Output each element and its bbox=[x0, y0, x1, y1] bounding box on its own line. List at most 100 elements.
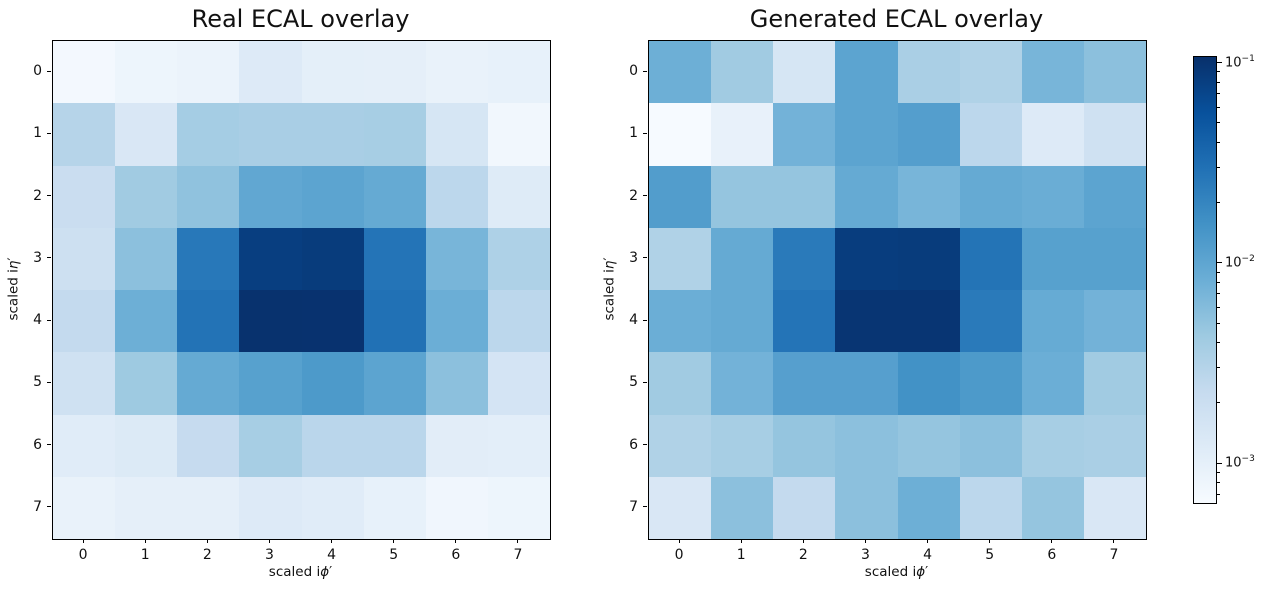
y-axis-label-generated: scaled iη′ bbox=[601, 257, 617, 320]
heatmap-cell bbox=[649, 103, 712, 166]
heatmap-cell bbox=[239, 290, 302, 353]
colorbar bbox=[1193, 56, 1217, 504]
colorbar-minor-tick bbox=[1217, 322, 1220, 324]
colorbar-tick-label: 10−3 bbox=[1225, 454, 1255, 471]
x-tick bbox=[82, 539, 84, 543]
y-tick-label: 5 bbox=[629, 374, 638, 391]
heatmap-cell bbox=[835, 227, 898, 290]
heatmap-cell bbox=[1021, 476, 1084, 539]
colorbar-minor-tick bbox=[1217, 81, 1220, 83]
y-tick-label: 2 bbox=[629, 187, 638, 204]
heatmap-cell bbox=[425, 352, 488, 415]
heatmap-cell bbox=[487, 165, 550, 228]
heatmap-cell bbox=[53, 476, 116, 539]
heatmap-cell bbox=[773, 103, 836, 166]
heatmap-cell bbox=[835, 414, 898, 477]
heatmap-cell bbox=[1083, 352, 1146, 415]
x-tick bbox=[331, 539, 333, 543]
x-tick bbox=[802, 539, 804, 543]
y-tick bbox=[47, 319, 51, 321]
colorbar-minor-tick bbox=[1217, 106, 1220, 108]
y-tick-label: 4 bbox=[629, 312, 638, 329]
heatmap-cell bbox=[649, 352, 712, 415]
x-tick bbox=[989, 539, 991, 543]
y-axis-label-real: scaled iη′ bbox=[5, 257, 21, 320]
heatmap-cell bbox=[301, 227, 364, 290]
heatmap-cell bbox=[649, 41, 712, 104]
colorbar-minor-tick bbox=[1217, 293, 1220, 295]
heatmap-cell bbox=[897, 41, 960, 104]
heatmap-cell bbox=[711, 103, 774, 166]
y-tick bbox=[47, 257, 51, 259]
y-tick-label: 0 bbox=[33, 63, 42, 80]
plot-title-real: Real ECAL overlay bbox=[191, 5, 410, 33]
y-tick bbox=[643, 195, 647, 197]
heatmap-cell bbox=[301, 165, 364, 228]
heatmap-cell bbox=[1021, 414, 1084, 477]
heatmap-cell bbox=[711, 41, 774, 104]
heatmap-cell bbox=[1083, 165, 1146, 228]
x-tick-label: 1 bbox=[140, 547, 150, 563]
colorbar-major-tick bbox=[1217, 262, 1222, 264]
x-tick bbox=[393, 539, 395, 543]
heatmap-cell bbox=[363, 352, 426, 415]
colorbar-minor-tick bbox=[1217, 202, 1220, 204]
heatmap-cell bbox=[649, 290, 712, 353]
heatmap-cell bbox=[649, 476, 712, 539]
heatmap-cell bbox=[959, 165, 1022, 228]
heatmap-cell bbox=[115, 41, 178, 104]
x-tick-label: 3 bbox=[860, 547, 870, 563]
heatmap-cell bbox=[1021, 290, 1084, 353]
heatmap-cell bbox=[897, 165, 960, 228]
x-tick bbox=[927, 539, 929, 543]
heatmap-cell bbox=[425, 165, 488, 228]
heatmap-cell bbox=[115, 227, 178, 290]
heatmap-cell bbox=[177, 352, 240, 415]
y-tick-label: 0 bbox=[629, 63, 638, 80]
heatmap-cell bbox=[773, 414, 836, 477]
heatmap-cell bbox=[53, 352, 116, 415]
x-tick bbox=[678, 539, 680, 543]
heatmap-cell bbox=[301, 41, 364, 104]
phi-symbol: ϕ bbox=[320, 564, 330, 580]
heatmap-cell bbox=[115, 165, 178, 228]
heatmap-cell bbox=[177, 414, 240, 477]
y-tick bbox=[47, 195, 51, 197]
heatmap-cell bbox=[835, 476, 898, 539]
heatmap-cell bbox=[425, 414, 488, 477]
x-tick-label: 4 bbox=[923, 547, 933, 563]
heatmap-cell bbox=[897, 227, 960, 290]
heatmap-cell bbox=[835, 352, 898, 415]
y-tick bbox=[47, 381, 51, 383]
heatmap-cell bbox=[773, 352, 836, 415]
x-tick-label: 1 bbox=[736, 547, 746, 563]
y-tick-label: 1 bbox=[629, 125, 638, 142]
heatmap-cell bbox=[711, 476, 774, 539]
y-tick bbox=[643, 132, 647, 134]
heatmap-cell bbox=[239, 352, 302, 415]
y-tick bbox=[643, 381, 647, 383]
heatmap-cell bbox=[1083, 227, 1146, 290]
heatmap-cell bbox=[301, 414, 364, 477]
colorbar-major-tick bbox=[1217, 462, 1222, 464]
heatmap-cell bbox=[487, 414, 550, 477]
heatmap-cell bbox=[1083, 41, 1146, 104]
heatmap-cell bbox=[487, 227, 550, 290]
heatmap-cell bbox=[363, 165, 426, 228]
heatmap-cell bbox=[363, 476, 426, 539]
heatmap-cell bbox=[177, 103, 240, 166]
heatmap-cell bbox=[1083, 290, 1146, 353]
heatmap-cell bbox=[835, 290, 898, 353]
x-tick-label: 5 bbox=[389, 547, 399, 563]
heatmap-cell bbox=[301, 352, 364, 415]
heatmap-cell bbox=[177, 290, 240, 353]
heatmap-cell bbox=[177, 165, 240, 228]
heatmap-cell bbox=[177, 41, 240, 104]
heatmap-cell bbox=[115, 476, 178, 539]
heatmap-cell bbox=[649, 227, 712, 290]
y-tick-label: 7 bbox=[629, 498, 638, 515]
y-tick-label: 6 bbox=[33, 436, 42, 453]
colorbar-tick-label: 10−1 bbox=[1225, 53, 1255, 71]
y-tick bbox=[643, 444, 647, 446]
heatmap-cell bbox=[897, 352, 960, 415]
